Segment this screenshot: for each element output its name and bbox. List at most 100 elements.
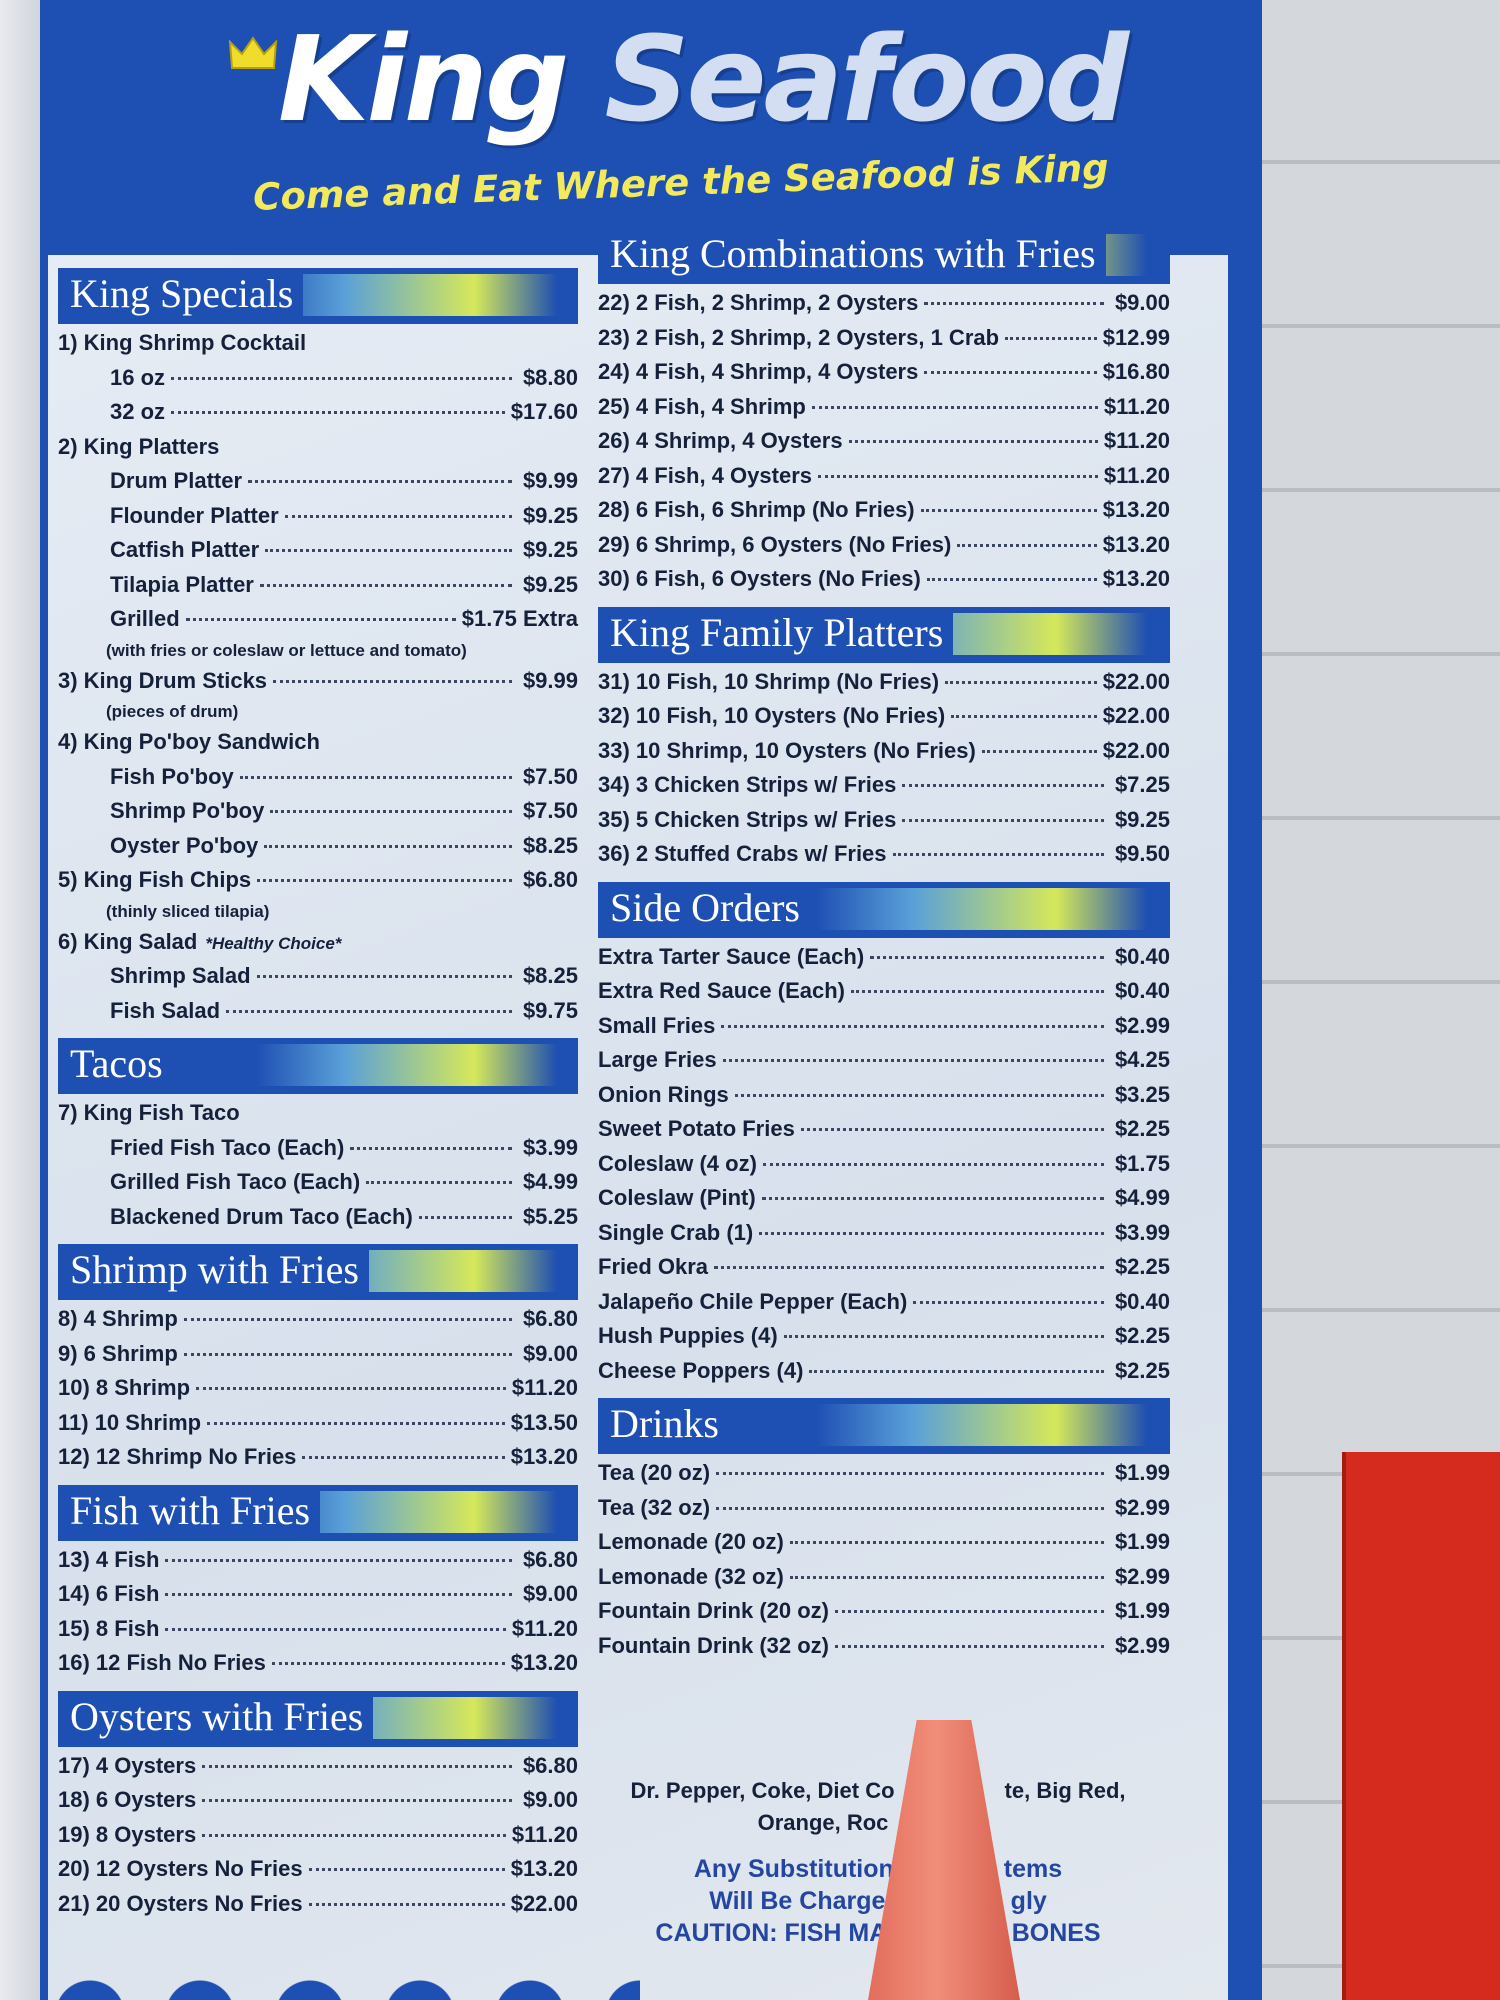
dot-leader — [273, 679, 512, 683]
item-name: 19) 8 Oysters — [58, 1821, 197, 1847]
menu-item: 17) 4 Oysters $6.80 — [58, 1753, 578, 1788]
item-price: $9.50 — [1114, 841, 1170, 866]
dot-leader — [789, 1541, 1104, 1544]
item-price: $13.50 — [510, 1409, 578, 1435]
item-price: $9.00 — [522, 1787, 578, 1812]
item-name: Shrimp Salad — [110, 963, 251, 988]
section-header: King Family Platters — [598, 606, 1170, 663]
item-name: 28) 6 Fish, 6 Shrimp (No Fries) — [598, 497, 915, 522]
menu-item: Oyster Po'boy $8.25 — [58, 833, 578, 868]
menu-item: 3) King Drum Sticks $9.99 — [58, 668, 578, 703]
menu-item: 19) 8 Oysters $11.20 — [58, 1822, 578, 1857]
item-price: $9.25 — [522, 537, 578, 562]
menu-item: Drum Platter $9.99 — [58, 468, 578, 503]
logo-seafood: Seafood — [604, 10, 1129, 148]
item-name: Flounder Platter — [110, 502, 279, 528]
section-title: King Family Platters — [610, 612, 954, 655]
item-name: Fish Po'boy — [110, 763, 234, 789]
item-price: $13.20 — [1102, 497, 1170, 522]
dot-leader — [183, 1318, 512, 1321]
menu-item: 7) King Fish Taco — [58, 1100, 578, 1135]
menu-item: 1) King Shrimp Cocktail — [58, 330, 578, 365]
menu-item: 10) 8 Shrimp $11.20 — [58, 1375, 578, 1410]
dot-leader — [302, 1456, 505, 1459]
note-right: tems — [1003, 1855, 1063, 1883]
menu-item: 34) 3 Chicken Strips w/ Fries $7.25 — [598, 772, 1170, 807]
item-price: $1.99 — [1114, 1460, 1170, 1485]
item-name: 7) King Fish Taco — [58, 1100, 240, 1125]
left-menu-column: King Specials 1) King Shrimp Cocktail 16 o… — [58, 262, 578, 1925]
item-tag: *Healthy Choice* — [205, 933, 342, 953]
menu-item: Onion Rings $3.25 — [598, 1082, 1170, 1117]
section-header: Drinks — [598, 1398, 1170, 1454]
menu-item: 32) 10 Fish, 10 Oysters (No Fries) $22.00 — [598, 703, 1170, 738]
item-name: 22) 2 Fish, 2 Shrimp, 2 Oysters — [598, 290, 919, 315]
item-name: 3) King Drum Sticks — [58, 667, 268, 693]
menu-item: Extra Tarter Sauce (Each) $0.40 — [598, 944, 1170, 979]
menu-item: 35) 5 Chicken Strips w/ Fries $9.25 — [598, 807, 1170, 842]
item-price: $11.20 — [511, 1615, 578, 1641]
item-name: 30) 6 Fish, 6 Oysters (No Fries) — [598, 566, 921, 591]
dot-leader — [734, 1093, 1104, 1097]
menu-item: (with fries or coleslaw or lettuce and t… — [58, 641, 578, 668]
dot-leader — [892, 853, 1104, 856]
dot-leader — [848, 440, 1098, 443]
dot-leader — [271, 1662, 505, 1665]
dot-leader — [924, 371, 1097, 374]
dot-leader — [870, 955, 1104, 959]
section-header: Shrimp with Fries — [58, 1244, 578, 1300]
item-price: $2.99 — [1114, 1563, 1170, 1589]
menu-item: 23) 2 Fish, 2 Shrimp, 2 Oysters, 1 Crab $… — [598, 325, 1170, 360]
dot-leader — [202, 1799, 512, 1802]
dot-leader — [809, 1369, 1104, 1373]
dot-leader — [239, 775, 512, 779]
item-price: $13.20 — [1102, 531, 1170, 557]
item-name: 17) 4 Oysters — [58, 1752, 197, 1778]
menu-item: 30) 6 Fish, 6 Oysters (No Fries) $13.20 — [598, 566, 1170, 601]
item-name: (pieces of drum) — [106, 702, 239, 721]
menu-item: 22) 2 Fish, 2 Shrimp, 2 Oysters $9.00 — [598, 290, 1170, 325]
menu-item: 15) 8 Fish $11.20 — [58, 1616, 578, 1651]
menu-item: Shrimp Po'boy $7.50 — [58, 798, 578, 833]
menu-item: Fried Fish Taco (Each) $3.99 — [58, 1135, 578, 1170]
menu-item: Jalapeño Chile Pepper (Each) $0.40 — [598, 1289, 1170, 1324]
item-price: $6.80 — [522, 1752, 578, 1778]
item-name: Lemonade (20 oz) — [598, 1529, 784, 1554]
menu-item: Cheese Poppers (4) $2.25 — [598, 1358, 1170, 1393]
dot-leader — [165, 1558, 512, 1562]
dot-leader — [789, 1575, 1104, 1579]
right-menu-column: King Combinations with Fries 22) 2 Fish, … — [598, 222, 1170, 1667]
item-price: $9.99 — [522, 667, 578, 693]
note-left: Orange, Roc — [757, 1810, 889, 1835]
item-price: $3.99 — [1114, 1219, 1170, 1245]
section-header: Oysters with Fries — [58, 1690, 578, 1747]
dot-leader — [259, 583, 512, 587]
section-title: Shrimp with Fries — [70, 1250, 369, 1292]
menu-item: Fish Salad $9.75 — [58, 998, 578, 1033]
item-name: 6) King Salad — [58, 928, 198, 954]
dot-leader — [165, 1627, 506, 1631]
menu-item: Single Crab (1) $3.99 — [598, 1220, 1170, 1255]
item-name: Fish Salad — [110, 997, 221, 1023]
note-line: CAUTION: FISH MAY BONES — [598, 1917, 1158, 1949]
item-price: $22.00 — [1102, 668, 1170, 694]
item-price: $0.40 — [1114, 943, 1170, 969]
tagline: Come and Eat Where the Seafood is King — [252, 146, 1110, 219]
dot-leader — [835, 1644, 1104, 1648]
dot-leader — [924, 302, 1104, 305]
menu-item: 36) 2 Stuffed Crabs w/ Fries $9.50 — [598, 841, 1170, 876]
dot-leader — [171, 376, 512, 380]
dot-leader — [418, 1215, 512, 1219]
menu-item: 26) 4 Shrimp, 4 Oysters $11.20 — [598, 428, 1170, 463]
menu-item: 11) 10 Shrimp $13.50 — [58, 1410, 578, 1445]
menu-item: 18) 6 Oysters $9.00 — [58, 1787, 578, 1822]
menu-item: (thinly sliced tilapia) — [58, 902, 578, 929]
dot-leader — [264, 844, 512, 848]
item-name: 29) 6 Shrimp, 6 Oysters (No Fries) — [598, 531, 952, 557]
menu-item: Fried Okra $2.25 — [598, 1254, 1170, 1289]
item-name: 1) King Shrimp Cocktail — [58, 330, 307, 355]
menu-item: Flounder Platter $9.25 — [58, 503, 578, 538]
item-price: $4.99 — [1114, 1185, 1170, 1210]
item-price: $2.99 — [1114, 1632, 1170, 1658]
menu-item: 28) 6 Fish, 6 Shrimp (No Fries) $13.20 — [598, 497, 1170, 532]
